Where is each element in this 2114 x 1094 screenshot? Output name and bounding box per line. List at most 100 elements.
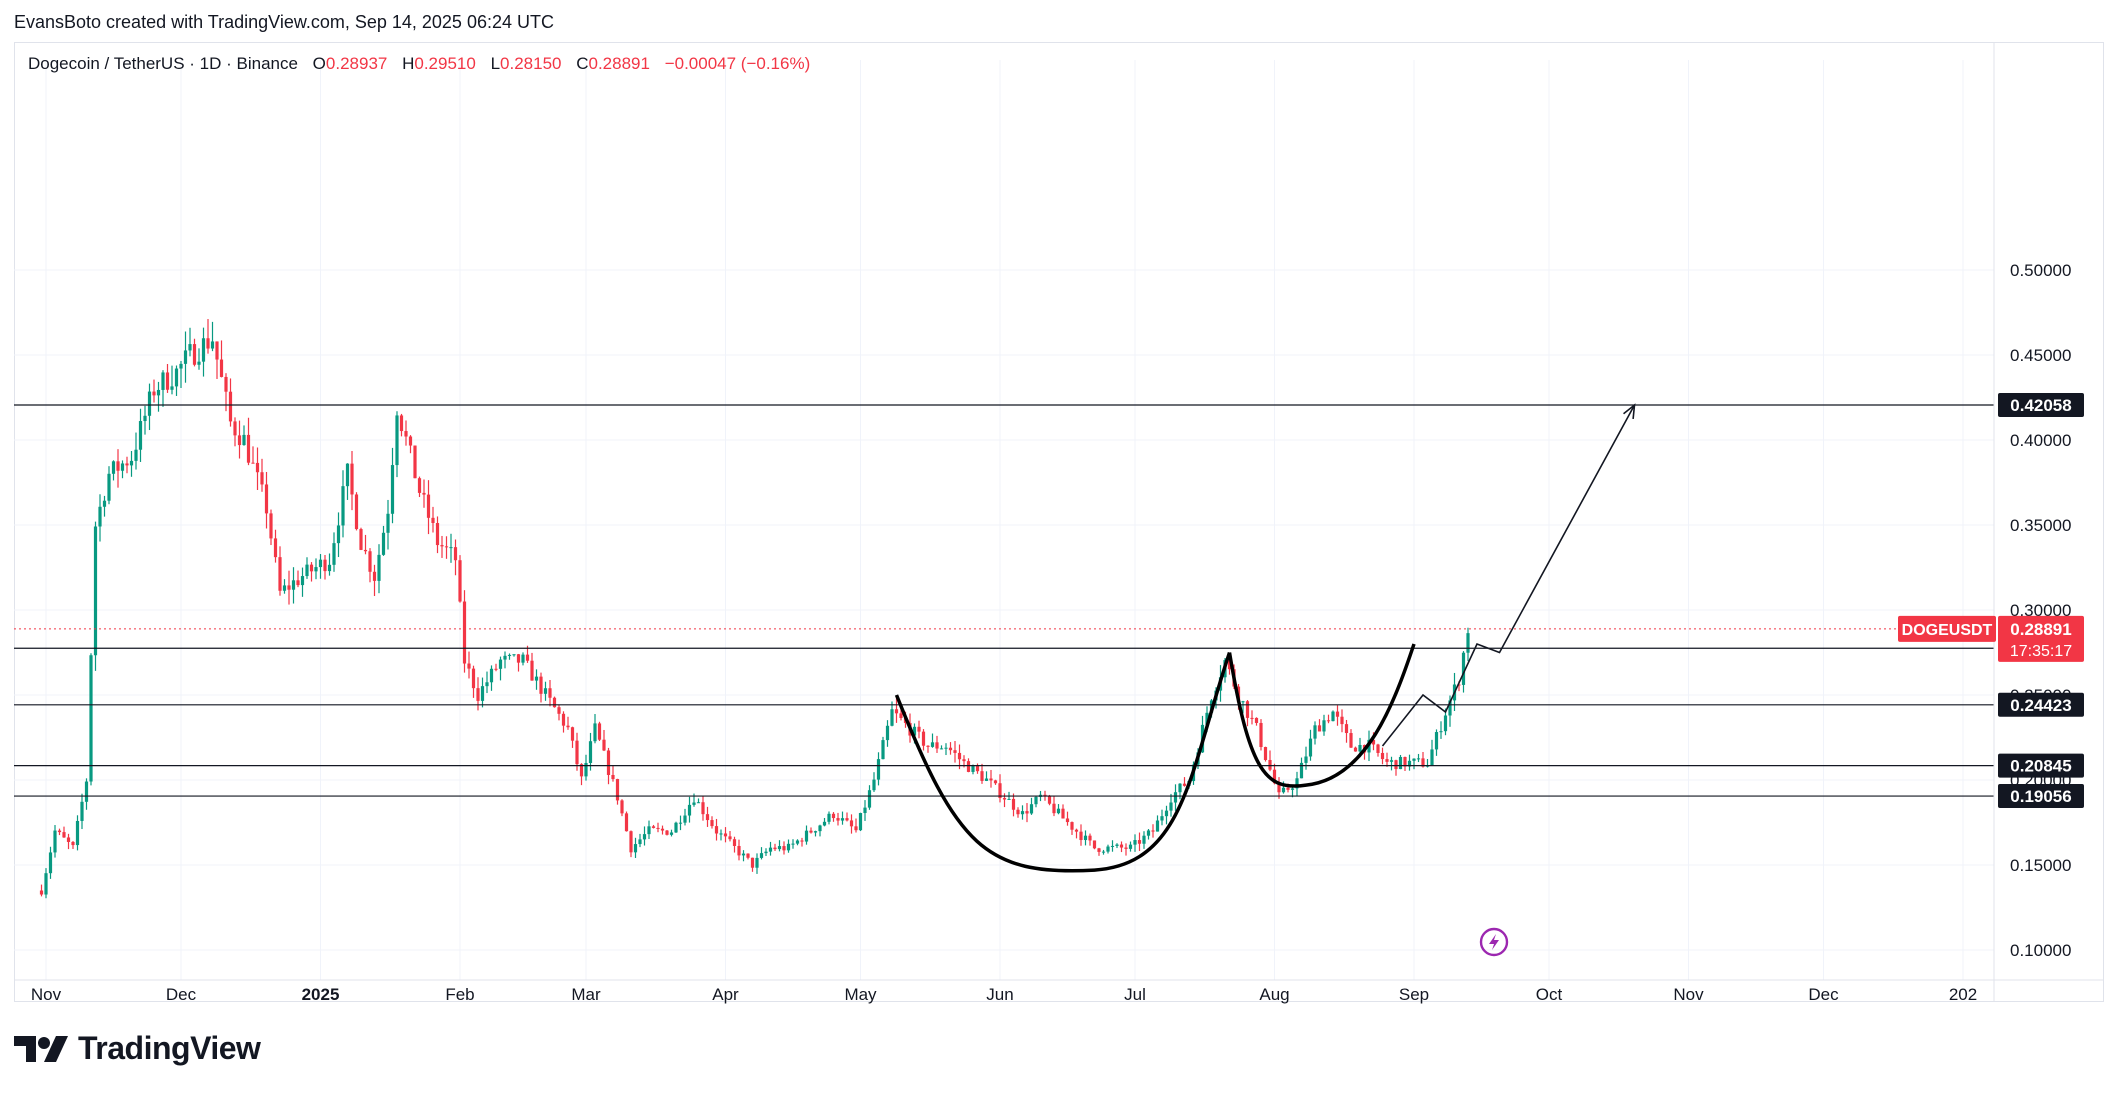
candle-body <box>917 726 921 732</box>
candle-body <box>921 731 926 746</box>
candle-body <box>989 778 993 781</box>
candle-body <box>629 831 633 853</box>
candle-body <box>489 668 494 683</box>
candle-body <box>1142 835 1146 844</box>
candle-body <box>1349 733 1353 748</box>
candle-body <box>1173 792 1178 803</box>
candle-body <box>836 818 840 821</box>
candle-body <box>75 820 80 846</box>
countdown-label: 17:35:17 <box>2010 643 2072 660</box>
candle-body <box>170 386 174 390</box>
candle-body <box>1146 830 1151 836</box>
candle-body <box>440 545 444 547</box>
candle-body <box>57 830 62 833</box>
candle-body <box>633 844 638 853</box>
candle-body <box>444 546 449 548</box>
open-value: 0.28937 <box>325 54 388 73</box>
candle-body <box>782 846 786 851</box>
symbol-title[interactable]: Dogecoin / TetherUS · 1D · Binance <box>28 54 298 73</box>
candle-body <box>624 813 629 832</box>
candle-body <box>935 742 939 749</box>
candle-body <box>912 726 917 736</box>
candle-body <box>1056 808 1061 814</box>
candle-body <box>431 517 435 524</box>
candle-body <box>327 564 332 572</box>
candle-body <box>408 436 413 446</box>
candle-body <box>386 513 390 533</box>
candle-body <box>1259 722 1263 748</box>
x-tick-label: Jul <box>1124 985 1146 1004</box>
level-badge-label: 0.20845 <box>2010 757 2071 776</box>
candle-body <box>804 830 809 842</box>
candle-body <box>899 713 903 718</box>
candle-body <box>1061 808 1065 819</box>
candle-body <box>332 543 336 565</box>
price-badges: 0.420580.277480.244230.208450.19056DOGEU… <box>1898 393 2084 809</box>
candle-body <box>1385 759 1389 762</box>
candle-body <box>1124 847 1128 849</box>
candle-body <box>1245 701 1250 718</box>
candle-body <box>404 431 408 437</box>
candle-body <box>152 391 156 396</box>
x-tick-label: 202 <box>1949 985 1977 1004</box>
candle-body <box>764 851 768 854</box>
candle-body <box>710 820 714 827</box>
tradingview-logo[interactable]: TradingView <box>14 1030 261 1067</box>
candle-body <box>471 668 476 689</box>
candle-body <box>377 554 381 581</box>
candle-body <box>993 780 998 784</box>
candle-body <box>462 601 467 664</box>
candle-body <box>1110 845 1115 847</box>
candle-body <box>791 843 795 845</box>
candle-body <box>1074 829 1079 832</box>
candle-body <box>809 830 813 833</box>
candle-body <box>1313 725 1317 739</box>
candle-body <box>786 843 791 851</box>
candle-body <box>62 832 66 838</box>
candle-body <box>476 688 480 701</box>
candle-body <box>282 585 287 591</box>
candle-body <box>1115 844 1119 846</box>
candle-body <box>948 747 953 751</box>
candle-body <box>381 532 386 555</box>
candle-body <box>741 853 746 856</box>
chart-svg[interactable]: 0.100000.150000.200000.250000.300000.350… <box>0 0 2114 1010</box>
candle-body <box>1403 756 1407 767</box>
candle-body <box>1034 796 1038 805</box>
candle-body <box>264 484 269 514</box>
candle-body <box>620 800 624 814</box>
candle-body <box>237 435 242 446</box>
candle-body <box>228 391 233 422</box>
candle-body <box>773 847 777 850</box>
candle-body <box>156 389 161 396</box>
candle-body <box>984 778 989 781</box>
candle-body <box>1106 846 1110 852</box>
candle-body <box>269 513 273 539</box>
candle-body <box>1295 778 1299 789</box>
candle-body <box>1308 738 1313 757</box>
candle-body <box>507 654 512 656</box>
candle-body <box>714 826 719 834</box>
candle-body <box>1241 701 1245 703</box>
candle-body <box>1421 758 1425 767</box>
candle-body <box>930 742 935 747</box>
candle-body <box>885 725 890 741</box>
candle-body <box>1164 810 1169 817</box>
candle-body <box>350 463 354 495</box>
candle-body <box>1029 804 1034 814</box>
x-tick-label: Apr <box>712 985 739 1004</box>
candle-body <box>1272 769 1277 784</box>
candle-body <box>1268 759 1272 770</box>
candle-body <box>345 463 350 487</box>
candle-body <box>732 839 737 846</box>
candle-body <box>854 826 858 831</box>
candle-body <box>647 826 651 835</box>
candle-body <box>341 486 345 526</box>
candle-body <box>1047 795 1052 804</box>
candle-body <box>759 853 764 858</box>
y-tick-label: 0.45000 <box>2010 346 2071 365</box>
candle-body <box>530 660 534 681</box>
level-badge-label: 0.24423 <box>2010 696 2071 715</box>
candle-body <box>44 873 48 895</box>
candle-body <box>1340 716 1344 725</box>
